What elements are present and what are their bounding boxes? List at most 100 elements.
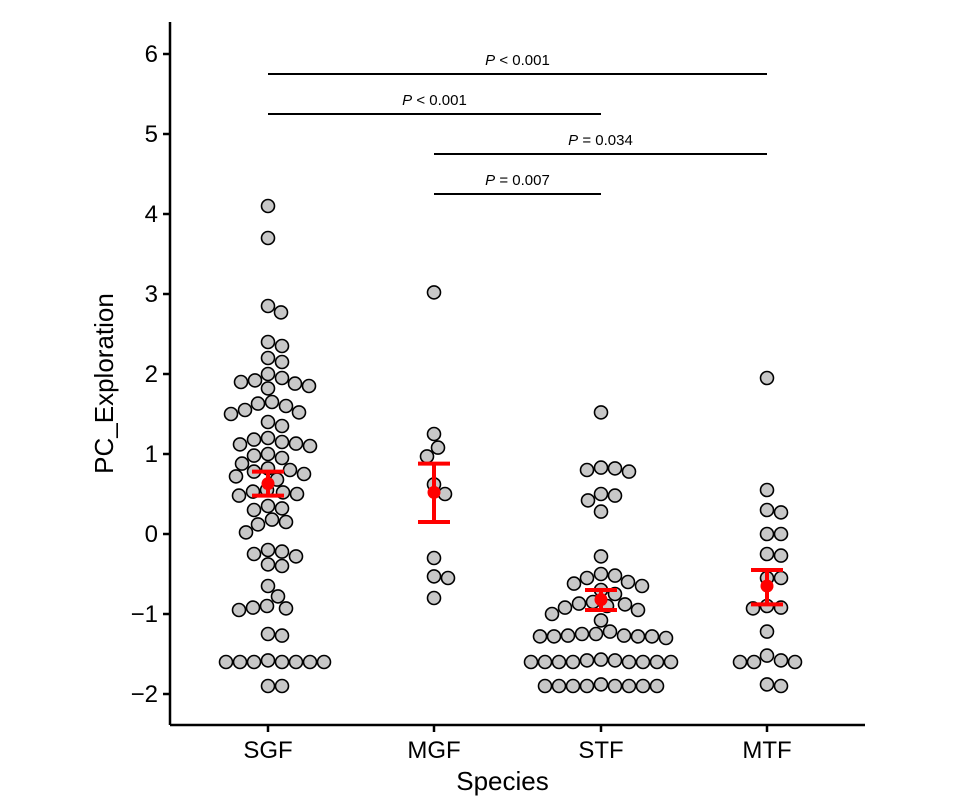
data-point [602, 624, 618, 639]
data-point [773, 678, 789, 694]
p-value: < 0.001 [412, 92, 467, 109]
data-point [620, 574, 636, 590]
data-point [246, 448, 262, 463]
data-point [260, 230, 276, 246]
data-point [759, 546, 775, 562]
data-point [260, 678, 276, 694]
x-axis-ticks: SGF MGF STF MTF [243, 725, 792, 764]
data-point [238, 525, 254, 540]
data-point [426, 285, 442, 300]
data-point [593, 677, 609, 692]
data-point [260, 578, 276, 594]
data-point [579, 678, 595, 694]
data-point [274, 654, 290, 670]
data-point [607, 568, 623, 583]
data-point [565, 654, 581, 670]
data-point [440, 570, 456, 586]
data-point [759, 526, 775, 542]
y-tick-label: 6 [145, 41, 158, 68]
data-point [607, 488, 623, 503]
data-point [551, 654, 567, 670]
data-point [234, 456, 250, 471]
data-point [630, 602, 646, 618]
data-point [233, 374, 249, 390]
data-point [246, 432, 262, 447]
data-point [593, 405, 609, 420]
data-point [544, 606, 560, 622]
data-point [759, 370, 775, 386]
p-symbol: P [402, 92, 412, 109]
data-point [566, 576, 582, 591]
data-point [773, 505, 789, 520]
comparison-mgf-mtf: P = 0.034 [434, 132, 767, 155]
comparison-label: P = 0.034 [568, 132, 633, 149]
comparison-sgf-stf: P < 0.001 [268, 92, 601, 115]
data-point [273, 305, 289, 320]
data-point [430, 440, 446, 455]
data-point [260, 198, 276, 214]
data-point [274, 678, 290, 694]
mean-se-stf [585, 588, 617, 612]
data-point [759, 677, 775, 692]
p-value: = 0.007 [495, 172, 550, 189]
data-point [223, 406, 239, 422]
data-point [250, 396, 266, 411]
data-point [635, 654, 651, 670]
data-point [551, 678, 567, 694]
y-tick-label: 4 [145, 201, 158, 228]
data-point [274, 628, 290, 643]
data-point [773, 526, 789, 542]
data-point [288, 549, 304, 564]
data-point [302, 438, 318, 454]
mean-se-mgf [418, 461, 450, 524]
data-point [260, 626, 276, 642]
data-point [260, 430, 276, 446]
y-tick-label: −1 [131, 601, 158, 628]
data-point [759, 482, 775, 498]
data-point [593, 566, 609, 582]
x-tick-label-stf: STF [578, 737, 623, 764]
data-point [426, 426, 442, 442]
data-point [571, 596, 587, 611]
data-point [649, 678, 665, 694]
data-point [773, 570, 789, 586]
data-point [302, 654, 318, 670]
data-point [282, 462, 298, 478]
data-point [246, 546, 262, 562]
comparison-label: P < 0.001 [402, 92, 467, 109]
data-point [607, 678, 623, 694]
comparison-label: P < 0.001 [485, 52, 550, 69]
data-point [593, 613, 609, 628]
data-point [246, 502, 262, 518]
data-point [259, 598, 275, 614]
series-sgf [218, 198, 332, 694]
data-point [621, 464, 637, 479]
data-point [260, 366, 276, 382]
data-point [237, 402, 253, 418]
p-symbol: P [485, 52, 495, 69]
data-point [260, 557, 276, 572]
data-point [288, 654, 304, 670]
data-point [560, 628, 576, 643]
data-point [787, 654, 803, 670]
data-point [579, 653, 595, 668]
data-point [316, 654, 332, 670]
data-point [287, 376, 303, 391]
x-tick-label-mtf: MTF [742, 737, 791, 764]
data-point [537, 678, 553, 694]
data-point [278, 601, 294, 616]
data-points [218, 198, 803, 694]
y-axis-title: PC_Exploration [89, 293, 119, 474]
data-point [246, 654, 262, 670]
data-point [260, 381, 276, 396]
data-point [260, 298, 276, 314]
data-point [301, 378, 317, 394]
data-point [260, 334, 276, 350]
data-point [565, 678, 581, 694]
data-point [773, 548, 789, 563]
data-point [260, 414, 276, 430]
data-point [231, 602, 247, 618]
data-point [746, 654, 762, 670]
mean-point [261, 477, 275, 491]
